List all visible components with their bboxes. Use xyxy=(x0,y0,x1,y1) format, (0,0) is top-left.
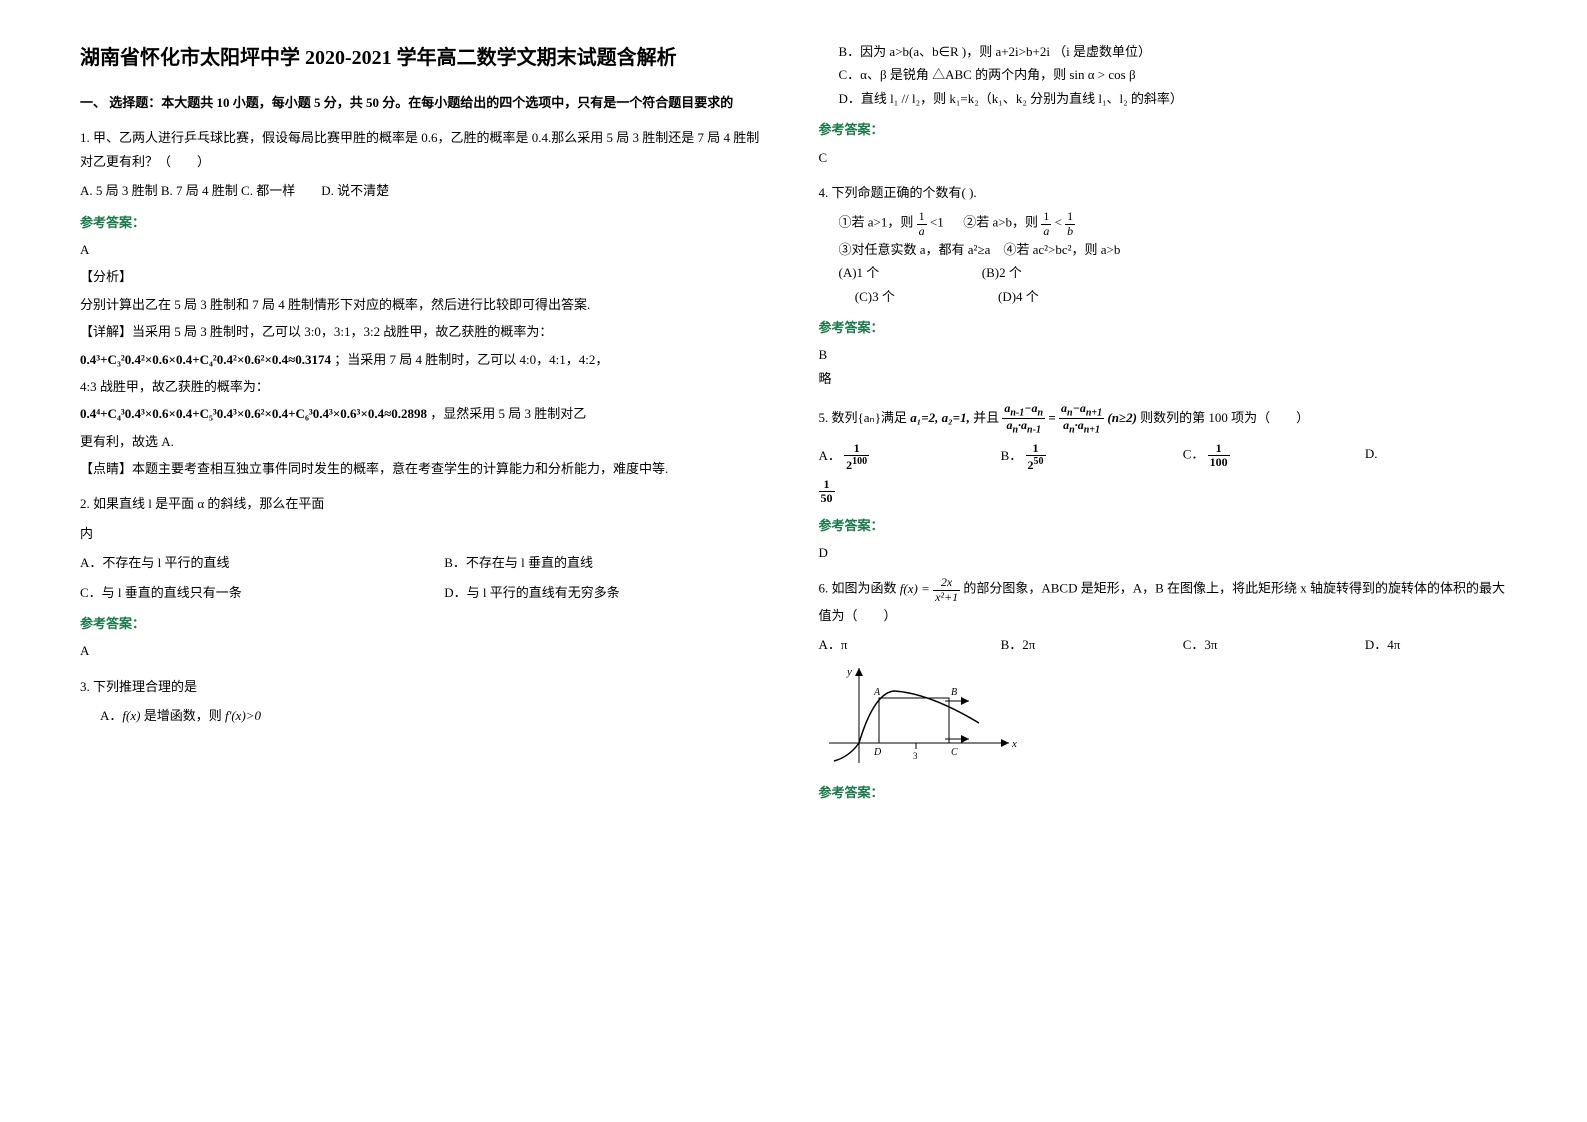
q5-answer: D xyxy=(819,541,1508,564)
svg-text:B: B xyxy=(951,687,957,698)
svg-text:D: D xyxy=(873,747,882,758)
svg-text:y: y xyxy=(846,666,852,678)
q6-graph: x y A B C D 3 xyxy=(819,663,1019,773)
q1-detail-1: 【详解】当采用 5 局 3 胜制时，乙可以 3:0，3:1，3:2 战胜甲，故乙… xyxy=(80,320,769,343)
q1-formula-2: 0.4⁴+C₄³0.4³×0.6×0.4+C₅³0.4³×0.6²×0.4+C₆… xyxy=(80,406,427,421)
question-6: 6. 如图为函数 f(x) = 2xx²+1 的部分图象，ABCD 是矩形，A，… xyxy=(819,576,1508,627)
q3-option-a: A．f(x) 是增函数，则 f'(x)>0 xyxy=(100,704,769,727)
q3-option-c: C．α、β 是锐角 △ABC 的两个内角，则 sin α > cos β xyxy=(839,63,1508,86)
q5-option-c: C． 1100 xyxy=(1183,442,1325,472)
q4-options-ab: (A)1 个 (B)2 个 xyxy=(839,261,1508,284)
q5-option-d-value: 150 xyxy=(819,478,1508,505)
svg-text:A: A xyxy=(873,687,881,698)
q6-text-a: 6. 如图为函数 xyxy=(819,581,900,596)
q4-s2a: ②若 a>b，则 xyxy=(963,215,1038,230)
svg-text:C: C xyxy=(951,747,958,758)
svg-text:3: 3 xyxy=(913,751,918,761)
answer-label: 参考答案： xyxy=(819,118,1508,141)
q6-option-a: A．π xyxy=(819,633,961,656)
q2-option-b: B．不存在与 l 垂直的直线 xyxy=(444,551,768,574)
q3-option-b: B．因为 a>b(a、b∈R )，则 a+2i>b+2i （i 是虚数单位） xyxy=(839,40,1508,63)
q3-answer: C xyxy=(819,146,1508,169)
q6-formula: f(x) = 2xx²+1 xyxy=(900,581,964,596)
answer-label: 参考答案： xyxy=(819,781,1508,804)
q6-option-b: B．2π xyxy=(1001,633,1143,656)
q1-detail-5: 更有利，故选 A. xyxy=(80,430,769,453)
q1-answer: A xyxy=(80,238,769,261)
q6-option-c: C．3π xyxy=(1183,633,1325,656)
q4-option-d: (D)4 个 xyxy=(998,289,1039,304)
question-3: 3. 下列推理合理的是 xyxy=(80,675,769,698)
q4-option-a: (A)1 个 xyxy=(839,261,979,284)
q4-note: 略 xyxy=(819,367,1508,390)
q1-detail-4: ，显然采用 5 局 3 胜制对乙 xyxy=(430,406,586,421)
q5-options: A． 12100 B． 1250 C． 1100 D. xyxy=(819,442,1508,472)
q3-option-d: D．直线 l₁ // l₂，则 k₁=k₂（k₁、k₂ 分别为直线 l₁、l₂ … xyxy=(839,87,1508,110)
q1-analysis-label: 【分析】 xyxy=(80,265,769,288)
q1-detail-2: ；当采用 7 局 4 胜制时，乙可以 4:0，4:1，4:2， xyxy=(334,352,608,367)
q2-option-c: C．与 l 垂直的直线只有一条 xyxy=(80,581,404,604)
section-1-header: 一、 选择题：本大题共 10 小题，每小题 5 分，共 50 分。在每小题给出的… xyxy=(80,91,769,114)
q5-option-a: A． 12100 xyxy=(819,442,961,472)
q5-cond1: a₁=2, a₂=1, xyxy=(910,410,970,425)
q1-analysis-text: 分别计算出乙在 5 局 3 胜制和 7 局 4 胜制情形下对应的概率，然后进行比… xyxy=(80,293,769,316)
q5-cond2-tail: (n≥2) xyxy=(1107,410,1137,425)
q4-statements-34: ③对任意实数 a，都有 a²≥a ④若 ac²>bc²，则 a>b xyxy=(839,238,1508,261)
q5-text-b: 并且 xyxy=(973,410,1002,425)
answer-label: 参考答案： xyxy=(80,211,769,234)
q5-frac-right: an−an+1 an·an+1 xyxy=(1059,402,1104,436)
q5-option-b: B． 1250 xyxy=(1001,442,1143,472)
q1-formula-1: 0.4³+C₃²0.4²×0.6×0.4+C₄²0.4²×0.6²×0.4≈0.… xyxy=(80,352,331,367)
q4-s1a: ①若 a>1，则 xyxy=(839,215,914,230)
q2-answer: A xyxy=(80,639,769,662)
question-1: 1. 甲、乙两人进行乒乓球比赛，假设每局比赛甲胜的概率是 0.6，乙胜的概率是 … xyxy=(80,126,769,173)
answer-label: 参考答案： xyxy=(819,514,1508,537)
q4-options-cd: (C)3 个 (D)4 个 xyxy=(839,285,1508,308)
q1-point: 【点睛】本题主要考查相互独立事件同时发生的概率，意在考查学生的计算能力和分析能力… xyxy=(80,457,769,480)
question-4: 4. 下列命题正确的个数有( ). xyxy=(819,181,1508,204)
q2-option-d: D．与 l 平行的直线有无穷多条 xyxy=(444,581,768,604)
frac-1-b: 1b xyxy=(1065,210,1075,237)
q4-answer: B xyxy=(819,343,1508,366)
frac-1-a-2: 1a xyxy=(1041,210,1051,237)
question-2: 2. 如果直线 l 是平面 α 的斜线，那么在平面 xyxy=(80,492,769,515)
svg-text:x: x xyxy=(1011,738,1017,750)
q6-option-d: D．4π xyxy=(1365,633,1507,656)
q2-text-a: 2. 如果直线 l 是平面 α 的斜线，那么在平面 xyxy=(80,496,324,511)
q6-options: A．π B．2π C．3π D．4π xyxy=(819,633,1508,656)
q5-frac-left: an-1−an an·an-1 xyxy=(1002,402,1045,436)
answer-label: 参考答案： xyxy=(819,316,1508,339)
q4-option-c: (C)3 个 xyxy=(855,285,995,308)
q1-detail-3: 4:3 战胜甲，故乙获胜的概率为： xyxy=(80,375,769,398)
q5-option-d-label: D. xyxy=(1365,442,1507,472)
frac-1-a: 1a xyxy=(917,210,927,237)
q4-s1b: <1 xyxy=(930,215,944,230)
q2-text-b: 内 xyxy=(80,522,769,545)
q4-statements-12: ①若 a>1，则 1a <1 ②若 a>b，则 1a < 1b xyxy=(839,210,1508,237)
q5-text-c: 则数列的第 100 项为（ ） xyxy=(1140,410,1309,425)
q5-text-a: 5. 数列{aₙ}满足 xyxy=(819,410,911,425)
q2-option-a: A．不存在与 l 平行的直线 xyxy=(80,551,404,574)
q4-option-b: (B)2 个 xyxy=(982,265,1022,280)
question-5: 5. 数列{aₙ}满足 a₁=2, a₂=1, 并且 an-1−an an·an… xyxy=(819,402,1508,436)
page-title: 湖南省怀化市太阳坪中学 2020-2021 学年高二数学文期末试题含解析 xyxy=(80,40,769,76)
answer-label: 参考答案： xyxy=(80,612,769,635)
q1-options: A. 5 局 3 胜制 B. 7 局 4 胜制 C. 都一样 D. 说不清楚 xyxy=(80,179,769,202)
